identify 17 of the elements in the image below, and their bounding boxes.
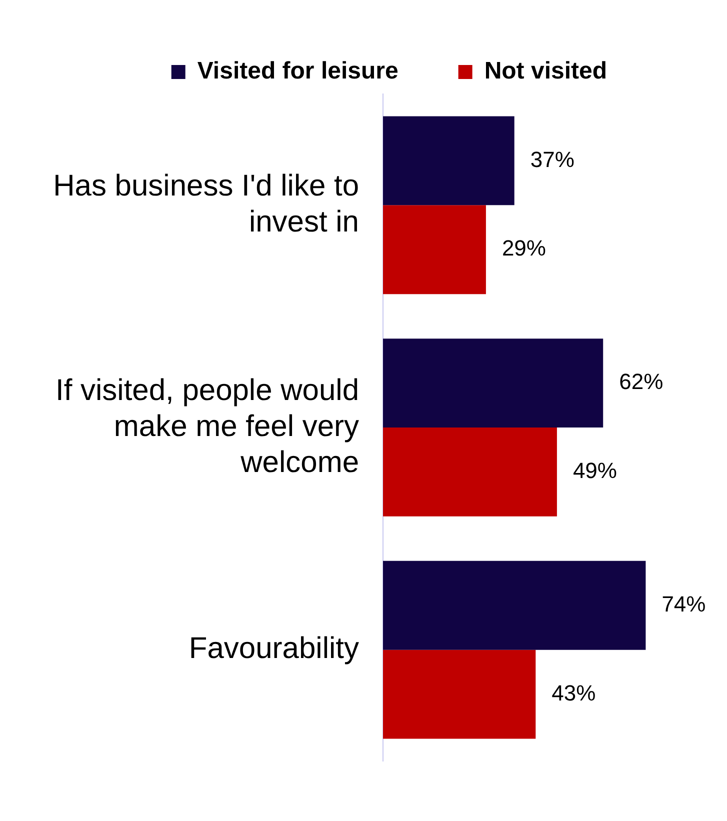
bar	[383, 205, 486, 294]
legend-label: Visited for leisure	[197, 58, 398, 85]
data-label: 62%	[619, 369, 664, 394]
bar	[383, 560, 646, 650]
bar	[383, 650, 536, 739]
y-tick-label: Favourability	[188, 632, 359, 666]
y-tick-label: If visited, people would make me feel very welcome	[55, 374, 359, 479]
y-tick-label: Has business I'd like to invest in	[53, 169, 359, 238]
legend-label: Not visited	[484, 58, 608, 85]
data-label: 74%	[662, 591, 706, 616]
bar	[383, 338, 604, 428]
data-label: 43%	[552, 680, 596, 706]
bar	[383, 428, 557, 516]
data-label: 29%	[502, 236, 546, 261]
data-label: 49%	[572, 458, 617, 484]
data-label: 37%	[530, 146, 574, 172]
bar	[383, 116, 514, 206]
